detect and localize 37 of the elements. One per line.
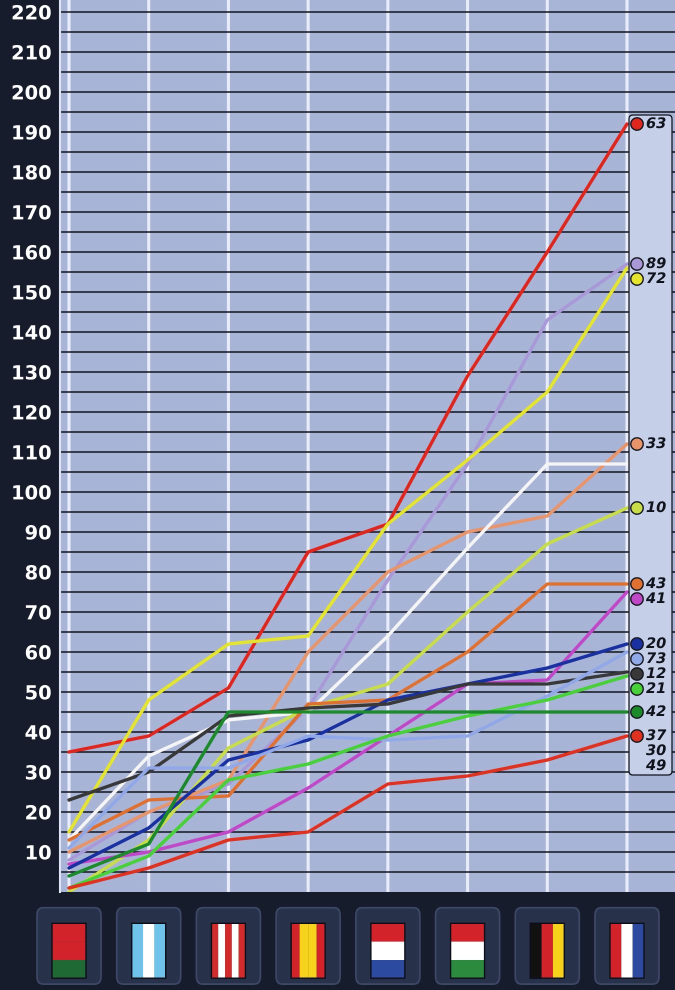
y-tick-label: 180 — [13, 164, 51, 180]
y-tick-label: 50 — [26, 684, 51, 700]
legend-label: 12 — [646, 667, 666, 678]
y-tick-label: 130 — [13, 364, 51, 380]
y-tick-label: 60 — [26, 644, 51, 660]
y-tick-label: 210 — [12, 44, 51, 60]
y-tick-label: 90 — [26, 524, 51, 540]
y-tick-label: 20 — [26, 804, 51, 820]
legend-label: 10 — [646, 501, 666, 512]
legend-label: 21 — [646, 682, 665, 694]
legend-label: 20 — [646, 637, 666, 648]
y-tick-label: 120 — [13, 404, 51, 420]
y-tick-label: 80 — [26, 564, 51, 580]
y-tick-label: 150 — [13, 284, 51, 300]
y-tick-label: 110 — [13, 444, 51, 460]
annotation: 49 — [646, 759, 666, 770]
legend-label: 89 — [646, 257, 666, 268]
legend-label: 73 — [647, 652, 666, 664]
y-tick-label: 190 — [13, 124, 51, 140]
y-tick-label: 140 — [13, 324, 51, 340]
y-tick-label: 160 — [13, 244, 51, 260]
legend-label: 43 — [646, 577, 666, 588]
y-tick-label: 30 — [26, 764, 51, 780]
y-tick-label: 100 — [13, 484, 51, 500]
legend-label: 72 — [647, 272, 666, 284]
legend-label: 63 — [646, 117, 666, 128]
y-tick-label: 40 — [25, 724, 51, 740]
y-tick-label: 170 — [13, 204, 51, 220]
y-tick-label: 220 — [12, 4, 51, 20]
annotation: 30 — [646, 744, 666, 756]
y-tick-label: 70 — [26, 604, 51, 620]
y-tick-label: 10 — [26, 844, 51, 860]
legend-label: 37 — [646, 729, 666, 740]
legend-label: 41 — [646, 592, 665, 604]
legend-label: 33 — [646, 437, 666, 448]
y-tick-label: 200 — [12, 84, 51, 100]
legend-label: 42 — [646, 705, 666, 716]
